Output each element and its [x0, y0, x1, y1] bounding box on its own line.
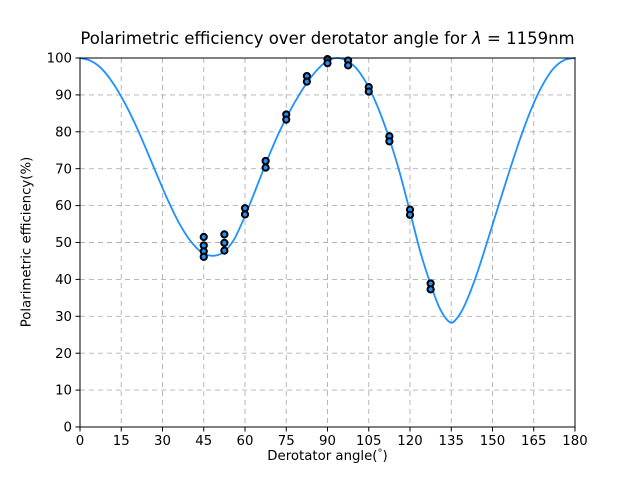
data-point — [344, 61, 353, 70]
data-point — [240, 204, 250, 213]
x-axis-label-text: Derotator angle( — [267, 449, 378, 464]
y-tick-label: 60 — [55, 199, 72, 214]
x-tick-label: 45 — [195, 434, 212, 449]
x-tick-label: 30 — [154, 434, 171, 449]
x-tick-label: 60 — [237, 434, 254, 449]
data-point — [426, 285, 435, 294]
data-point — [220, 238, 229, 247]
y-tick-label: 100 — [47, 52, 72, 67]
x-tick-label: 90 — [319, 434, 336, 449]
data-point — [220, 230, 229, 239]
x-tick-label: 105 — [356, 434, 381, 449]
y-tick-label: 0 — [64, 421, 72, 436]
x-tick-label: 135 — [439, 434, 464, 449]
y-tick-label: 70 — [55, 162, 72, 177]
data-point — [199, 232, 208, 242]
data-point — [240, 210, 250, 219]
x-axis-label: Derotator angle(°) — [80, 448, 575, 464]
y-tick-label: 40 — [55, 273, 72, 288]
y-tick-label: 80 — [55, 125, 72, 140]
data-point — [364, 87, 373, 96]
y-tick-label: 20 — [55, 347, 72, 362]
degree-symbol: ° — [377, 448, 383, 459]
x-tick-label: 0 — [76, 434, 84, 449]
lambda-symbol: λ — [472, 29, 482, 48]
y-tick-label: 50 — [55, 236, 72, 251]
x-tick-label: 180 — [562, 434, 587, 449]
y-tick-label: 30 — [55, 310, 72, 325]
x-tick-label: 165 — [521, 434, 546, 449]
x-tick-label: 150 — [480, 434, 505, 449]
x-axis-label-close: ) — [382, 449, 388, 464]
y-axis-label: Polarimetric efficiency(%) — [19, 156, 35, 328]
x-tick-label: 15 — [113, 434, 130, 449]
data-point — [220, 246, 229, 255]
data-point — [199, 252, 208, 261]
data-point — [385, 137, 394, 146]
data-point — [282, 115, 291, 124]
data-point — [405, 210, 415, 219]
x-tick-label: 120 — [397, 434, 422, 449]
data-point — [261, 156, 270, 166]
data-point — [261, 163, 270, 172]
x-tick-label: 75 — [278, 434, 295, 449]
chart-title: Polarimetric efficiency over derotator a… — [80, 29, 575, 49]
data-point — [323, 59, 332, 68]
y-tick-label: 90 — [55, 89, 72, 104]
chart-title-prefix: Polarimetric efficiency over derotator a… — [80, 29, 473, 48]
chart-title-suffix: = 1159nm — [481, 29, 575, 48]
y-tick-label: 10 — [55, 384, 72, 399]
data-point — [302, 77, 311, 86]
